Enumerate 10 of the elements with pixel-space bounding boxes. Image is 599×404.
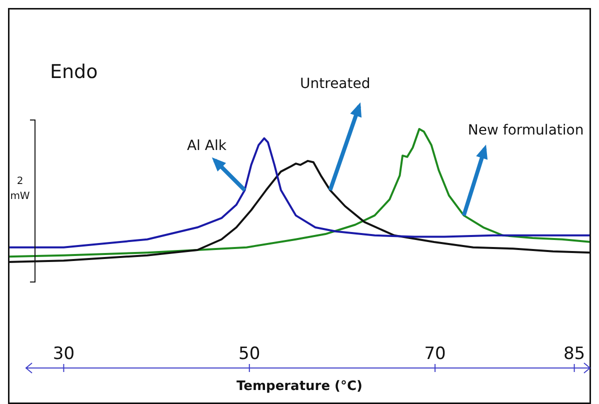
- x-tick-label: 50: [238, 344, 260, 364]
- x-tick-label: 30: [52, 344, 75, 364]
- x-tick-label: 85: [563, 344, 586, 364]
- text: Endo: [50, 61, 98, 83]
- x-axis-title: Temperature (°C): [236, 379, 362, 394]
- text: New formulation: [468, 122, 584, 138]
- y-axis-title: 2 mW: [10, 176, 30, 202]
- text: Untreated: [300, 76, 370, 92]
- x-tick-label: 70: [424, 344, 446, 364]
- series-label: Al Alk: [186, 138, 228, 154]
